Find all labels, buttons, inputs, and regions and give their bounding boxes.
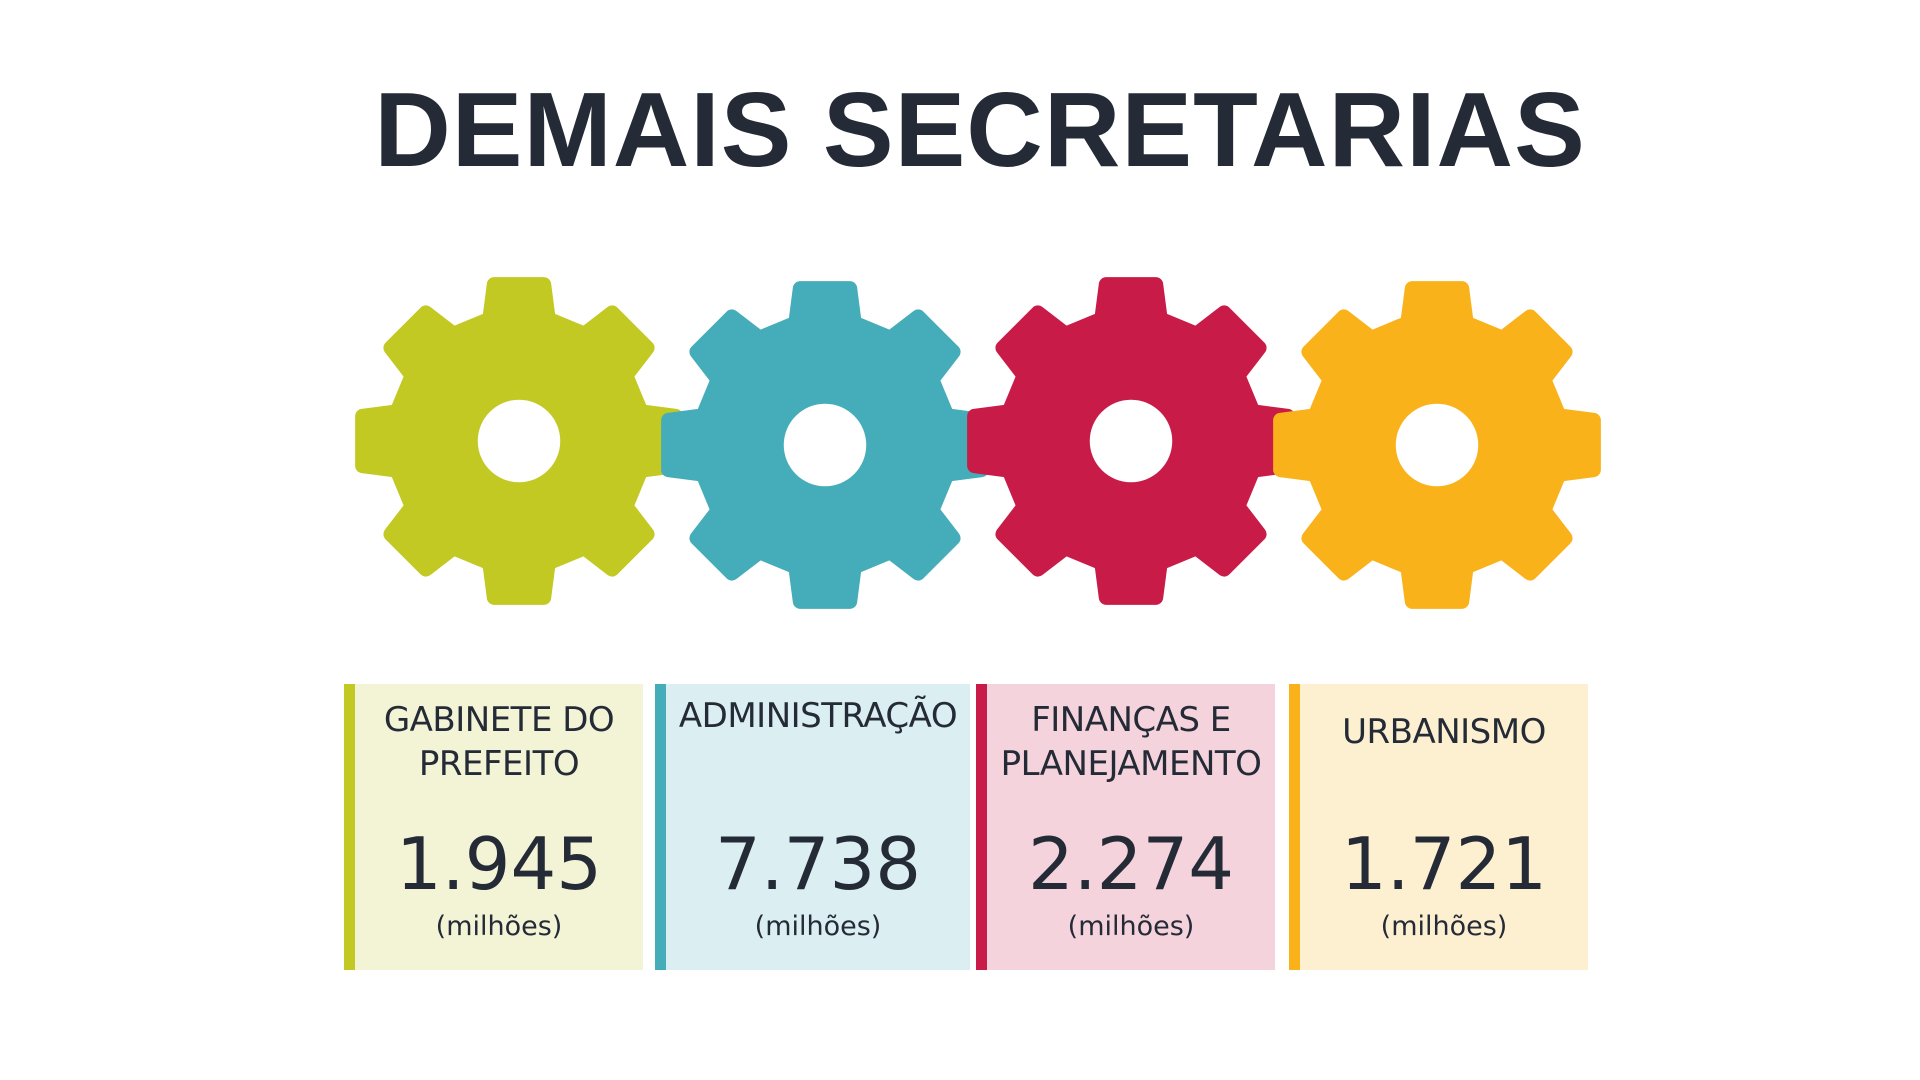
card-accent-stripe: [1289, 684, 1300, 970]
card-financas-e-planejamento: FINANÇAS E PLANEJAMENTO 2.274 (milhões): [976, 684, 1275, 970]
card-label-line: ADMINISTRAÇÃO: [678, 696, 958, 736]
card-label: GABINETE DO PREFEITO: [355, 698, 643, 786]
card-label-line: FINANÇAS E: [1031, 700, 1231, 740]
card-label: ADMINISTRAÇÃO: [666, 694, 970, 738]
card-accent-stripe: [344, 684, 355, 970]
card-label: URBANISMO: [1300, 710, 1588, 754]
card-value: 1.945: [395, 822, 603, 906]
gear-hole: [783, 403, 867, 487]
gear-icon-svg: [1273, 281, 1601, 609]
gear-hole: [477, 399, 561, 483]
gear-icon-svg: [967, 277, 1295, 605]
gear-icon-svg: [661, 281, 989, 609]
gear-icon: [966, 276, 1296, 606]
page-title: DEMAIS SECRETARIAS: [374, 71, 1586, 189]
card-unit: (milhões): [1067, 911, 1195, 942]
card-value: 1.721: [1340, 822, 1548, 906]
card-value: 2.274: [1027, 822, 1235, 906]
card-gabinete-do-prefeito: GABINETE DO PREFEITO 1.945 (milhões): [344, 684, 643, 970]
gear-hole: [1395, 403, 1479, 487]
gear-icon: [660, 280, 990, 610]
card-label-line: PLANEJAMENTO: [1000, 744, 1262, 784]
gear-icon: [354, 276, 684, 606]
card-administracao: ADMINISTRAÇÃO 7.738 (milhões): [655, 684, 970, 970]
card-urbanismo: URBANISMO 1.721 (milhões): [1289, 684, 1588, 970]
card-label-line: PREFEITO: [418, 744, 580, 784]
card-value: 7.738: [714, 822, 922, 906]
card-unit: (milhões): [435, 911, 563, 942]
gear-hole: [1089, 399, 1173, 483]
card-unit: (milhões): [754, 911, 882, 942]
card-unit: (milhões): [1380, 911, 1508, 942]
card-label-line: GABINETE DO: [383, 700, 615, 740]
gear-icon: [1272, 280, 1602, 610]
card-label: FINANÇAS E PLANEJAMENTO: [987, 698, 1275, 786]
gear-icon-svg: [355, 277, 683, 605]
card-label-line: URBANISMO: [1342, 712, 1546, 752]
card-accent-stripe: [976, 684, 987, 970]
card-accent-stripe: [655, 684, 666, 970]
